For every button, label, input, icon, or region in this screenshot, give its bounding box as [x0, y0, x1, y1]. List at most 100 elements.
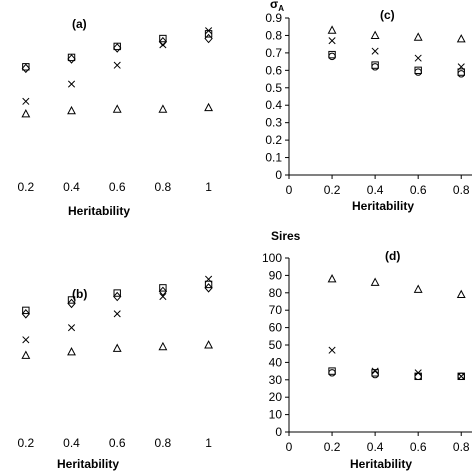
y-tick-label: 10 [269, 408, 283, 422]
x-tick-label: 1 [205, 436, 212, 450]
x-tick-label: 0 [286, 440, 293, 454]
y-tick-label: 50 [269, 338, 283, 352]
y-tick-label: 0.8 [265, 28, 282, 42]
y-axis-label: Sires [271, 229, 301, 243]
diamond-point [113, 291, 122, 302]
cross-point [159, 292, 167, 301]
circle-point [414, 68, 422, 76]
diamond-point [21, 309, 31, 319]
x-tick-label: 1 [205, 180, 212, 194]
panel-b: 0.2 0.4 0.6 0.8 1 (b) Heritability [17, 275, 214, 471]
triangle-point [327, 274, 337, 283]
square-point [22, 306, 30, 315]
square-point [204, 280, 213, 289]
x-tick-label: 0.8 [155, 436, 172, 450]
x-tick-label: 0.6 [109, 180, 126, 194]
triangle-point [456, 34, 466, 43]
square-point [159, 284, 167, 292]
y-tick-label: 80 [269, 286, 283, 300]
circle-point [328, 369, 336, 377]
triangle-point [67, 347, 76, 356]
x-tick-label: 0.6 [109, 436, 126, 450]
y-tick-label: 0.1 [265, 151, 282, 165]
panel-title: (b) [72, 287, 87, 301]
triangle-point [370, 30, 380, 39]
cross-point [205, 27, 213, 35]
triangle-point [413, 284, 423, 293]
square-point [22, 63, 30, 71]
y-tick-label: 0.2 [265, 133, 282, 147]
cross-point [159, 41, 167, 49]
cross-point [67, 324, 76, 332]
x-axis-label: Heritability [68, 204, 130, 218]
triangle-point [413, 32, 423, 41]
x-tick-label: 0.4 [367, 183, 384, 197]
panel-c: 0 0.1 0.2 0.3 0.4 0.5 0.6 0.7 0.8 0.9 0 0.2 0.4 0.6 0.… [265, 0, 472, 213]
x-tick-label: 0.2 [324, 183, 341, 197]
y-tick-label: 0 [275, 168, 282, 182]
diamond-point [67, 298, 76, 309]
x-tick-label: 0.2 [17, 436, 34, 450]
square-point [67, 296, 76, 304]
x-tick-label: 0.6 [410, 183, 427, 197]
diamond-point [113, 43, 122, 53]
circle-point [414, 372, 422, 381]
square-point [113, 42, 121, 51]
x-tick-label: 0.2 [17, 180, 34, 194]
cross-point [328, 346, 336, 354]
y-tick-label: 0.4 [265, 98, 282, 112]
y-tick-label: 0.7 [265, 46, 282, 60]
circle-point [328, 52, 336, 61]
cross-point [328, 37, 336, 45]
y-tick-label: 0.5 [265, 81, 282, 95]
y-tick-label: 0.9 [265, 11, 282, 25]
x-tick-label: 0.4 [63, 180, 80, 194]
triangle-point [21, 350, 31, 359]
panel-title: (a) [72, 17, 87, 31]
x-tick-label: 0.8 [453, 440, 470, 454]
triangle-point [204, 340, 214, 349]
cross-point [22, 97, 30, 105]
cross-point [205, 275, 213, 283]
square-point [67, 53, 76, 62]
y-tick-label: 70 [269, 303, 283, 317]
panel-title: (c) [380, 8, 395, 22]
panel-d: 0 10 20 30 40 50 60 70 80 90 100 0 0.2 0.4 0.6 0.8 (d) He… [262, 229, 472, 471]
panel-a: 0.2 0.4 0.6 0.8 1 (a) Heritability [17, 17, 214, 218]
x-tick-label: 0.6 [410, 440, 427, 454]
y-tick-label: 0 [275, 425, 282, 439]
circle-point [457, 372, 465, 381]
circle-point [457, 70, 465, 78]
x-tick-label: 0.8 [155, 180, 172, 194]
y-tick-label: 90 [269, 268, 283, 282]
triangle-point [21, 109, 31, 118]
x-tick-label: 0.2 [324, 440, 341, 454]
y-tick-label: 40 [269, 355, 283, 369]
triangle-point [158, 341, 168, 351]
cross-point [22, 336, 30, 344]
y-tick-label: 60 [269, 321, 283, 335]
cross-point [371, 47, 379, 55]
cross-point [113, 61, 121, 69]
triangle-point [370, 277, 380, 286]
cross-point [67, 80, 76, 88]
triangle-point [327, 25, 337, 34]
triangle-point [112, 343, 122, 352]
y-tick-label: 30 [269, 373, 283, 387]
triangle-point [456, 289, 466, 299]
x-tick-label: 0.4 [63, 436, 80, 450]
y-tick-label: 20 [269, 390, 283, 404]
cross-point [113, 310, 121, 318]
diamond-point [21, 63, 31, 74]
diamond-point [204, 283, 213, 293]
x-tick-label: 0 [286, 183, 293, 197]
cross-point [414, 54, 422, 62]
diamond-point [67, 54, 76, 64]
y-tick-label: 0.3 [265, 116, 282, 130]
x-axis-label: Heritability [352, 199, 414, 213]
x-tick-label: 0.8 [453, 183, 470, 197]
circle-point [371, 370, 379, 379]
x-axis-label: Heritability [57, 457, 119, 471]
y-axis-label: σA [270, 0, 284, 13]
